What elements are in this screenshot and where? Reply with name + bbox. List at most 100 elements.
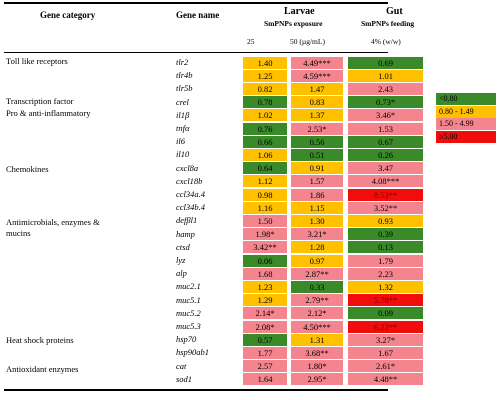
value-cell-c50: 0.33 <box>291 280 343 293</box>
gene-name: muc5.2 <box>176 307 201 318</box>
value-cell-gut: 0.39 <box>348 228 423 241</box>
value-cell-gut: 1.01 <box>348 69 423 82</box>
value-cell-gut: 0.13 <box>348 241 423 254</box>
value-cell-c25: 1.29 <box>243 294 287 307</box>
category-pro-anti-inflammatory: Pro & anti-inflammatory <box>6 108 91 118</box>
value-cell-c50: 0.97 <box>291 254 343 267</box>
value-cell-c50: 1.37 <box>291 109 343 122</box>
header-gut: Gut <box>386 6 403 17</box>
value-cell-c50: 0.56 <box>291 135 343 148</box>
dose-50: 50 (µg/mL) <box>290 37 325 46</box>
category-chemokines: Chemokines <box>6 164 49 174</box>
gene-name: defβl1 <box>176 215 198 226</box>
value-cell-c25: 1.06 <box>243 148 287 161</box>
value-cell-c25: 1.98* <box>243 228 287 241</box>
gene-name: il10 <box>176 149 190 160</box>
category-toll-like-receptors: Toll like receptors <box>6 56 68 66</box>
value-cell-c25: 1.16 <box>243 201 287 214</box>
value-cell-c50: 1.57 <box>291 175 343 188</box>
dose-25: 25 <box>247 37 255 46</box>
category-heat-shock-proteins: Heat shock proteins <box>6 335 74 345</box>
legend-item: 0.80 - 1.49 <box>436 105 496 118</box>
value-cell-gut: 3.52** <box>348 201 423 214</box>
gene-name: ccl34b.4 <box>176 202 206 213</box>
value-cell-c25: 0.57 <box>243 333 287 346</box>
value-cell-gut: 2.43 <box>348 82 423 95</box>
header-larvae-sub: SmPNPs exposure <box>264 19 323 28</box>
gene-name: alp <box>176 268 187 279</box>
gene-name: crel <box>176 96 189 107</box>
value-cell-gut: 2.23 <box>348 267 423 280</box>
value-cell-gut: 8.53** <box>348 188 423 201</box>
value-cell-c25: 0.82 <box>243 82 287 95</box>
value-cell-c50: 1.28 <box>291 241 343 254</box>
value-cell-c50: 4.50*** <box>291 320 343 333</box>
gene-name: il1β <box>176 109 190 120</box>
value-cell-c50: 1.86 <box>291 188 343 201</box>
value-cell-c25: 3.42** <box>243 241 287 254</box>
value-cell-c50: 1.15 <box>291 201 343 214</box>
value-cell-c25: 1.77 <box>243 346 287 359</box>
category-mucins: mucins <box>6 228 31 238</box>
value-cell-c50: 3.21* <box>291 228 343 241</box>
value-cell-gut: 3.46* <box>348 109 423 122</box>
value-cell-gut: 4.08*** <box>348 175 423 188</box>
value-cell-c50: 4.49*** <box>291 56 343 69</box>
value-cell-gut: 0.67 <box>348 135 423 148</box>
value-cell-c25: 0.06 <box>243 254 287 267</box>
value-cell-c50: 1.30 <box>291 214 343 227</box>
gene-name: tlr2 <box>176 57 189 67</box>
gene-name: tlr4b <box>176 70 193 81</box>
top-rule <box>4 2 388 4</box>
value-cell-c25: 1.68 <box>243 267 287 280</box>
value-cell-c25: 1.23 <box>243 280 287 293</box>
value-cell-c25: 0.78 <box>243 96 287 109</box>
value-cell-c50: 0.51 <box>291 148 343 161</box>
gene-name: hamp <box>176 228 195 239</box>
value-cell-c25: 1.64 <box>243 373 287 386</box>
gene-name: muc2.1 <box>176 281 201 292</box>
value-cell-c50: 1.47 <box>291 82 343 95</box>
value-cell-gut: 2.61* <box>348 360 423 373</box>
header-gene-category: Gene category <box>40 10 96 20</box>
value-cell-gut: 0.93 <box>348 214 423 227</box>
value-cell-gut: 1.32 <box>348 280 423 293</box>
value-cell-gut: 0.26 <box>348 148 423 161</box>
gene-name: tlr5b <box>176 83 193 94</box>
gene-name: il6 <box>176 136 185 147</box>
category-antioxidant-enzymes: Antioxidant enzymes <box>6 364 79 374</box>
value-cell-gut: 0.73* <box>348 96 423 109</box>
legend-item: <0.80 <box>436 93 496 105</box>
gene-name: ctsd <box>176 241 190 252</box>
category-antimicrobials: Antimicrobials, enzymes & <box>6 217 100 227</box>
value-cell-c50: 2.12* <box>291 307 343 320</box>
value-cell-c50: 2.53* <box>291 122 343 135</box>
value-cell-c25: 0.98 <box>243 188 287 201</box>
value-cell-c25: 1.25 <box>243 69 287 82</box>
dose-gut: 4% (w/w) <box>371 37 401 46</box>
value-cell-c25: 0.64 <box>243 162 287 175</box>
gene-name: cat <box>176 360 187 371</box>
value-cell-gut: 0.09 <box>348 307 423 320</box>
value-cell-gut: 3.27* <box>348 333 423 346</box>
gene-name: muc5.1 <box>176 294 201 305</box>
value-cell-c50: 4.59*** <box>291 69 343 82</box>
value-cell-c25: 0.76 <box>243 122 287 135</box>
value-cell-c50: 1.31 <box>291 333 343 346</box>
value-cell-c25: 1.02 <box>243 109 287 122</box>
gene-name: tnfα <box>176 123 190 133</box>
gene-name: sod1 <box>176 373 193 384</box>
legend-item: ≥5.00 <box>436 130 496 143</box>
value-cell-c25: 1.50 <box>243 214 287 227</box>
header-larvae: Larvae <box>284 6 315 17</box>
gene-name: cxcl18b <box>176 175 203 186</box>
header-rule <box>4 52 388 53</box>
header-gut-sub: SmPNPs feeding <box>361 19 415 28</box>
value-cell-c25: 2.14* <box>243 307 287 320</box>
gene-name: hsp90ab1 <box>176 347 210 358</box>
value-cell-c25: 2.57 <box>243 360 287 373</box>
value-cell-gut: 0.69 <box>348 56 423 69</box>
value-cell-c50: 2.79** <box>291 294 343 307</box>
value-cell-c50: 3.68** <box>291 346 343 359</box>
value-cell-c25: 1.12 <box>243 175 287 188</box>
